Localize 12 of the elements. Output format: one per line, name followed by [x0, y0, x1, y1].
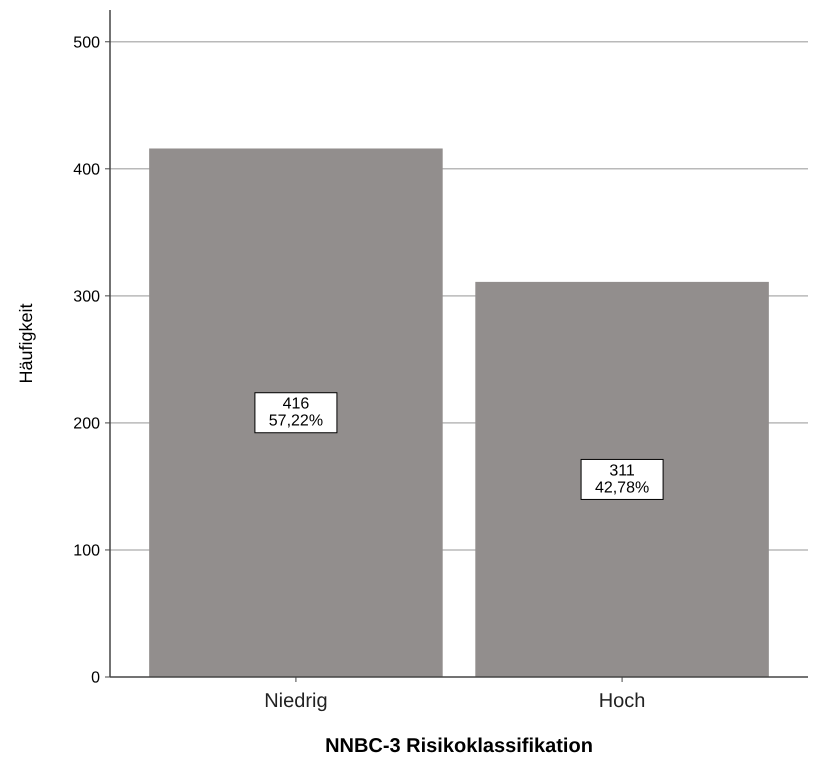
data-label: 416 57,22% — [268, 396, 324, 430]
y-tick-label: 500 — [73, 34, 100, 52]
y-tick-label: 300 — [73, 288, 100, 306]
x-tick-label: Niedrig — [264, 690, 328, 712]
y-tick-label: 0 — [91, 670, 100, 687]
y-tick-label: 200 — [73, 416, 100, 433]
x-axis-title: NNBC-3 Risikoklassifikation — [325, 735, 593, 757]
data-label: 311 42,78% — [594, 462, 650, 496]
y-tick-label: 400 — [73, 161, 100, 178]
y-axis-title: Häufigkeit — [16, 303, 36, 384]
x-tick-label: Hoch — [598, 690, 646, 712]
y-tick-label: 100 — [73, 542, 100, 560]
